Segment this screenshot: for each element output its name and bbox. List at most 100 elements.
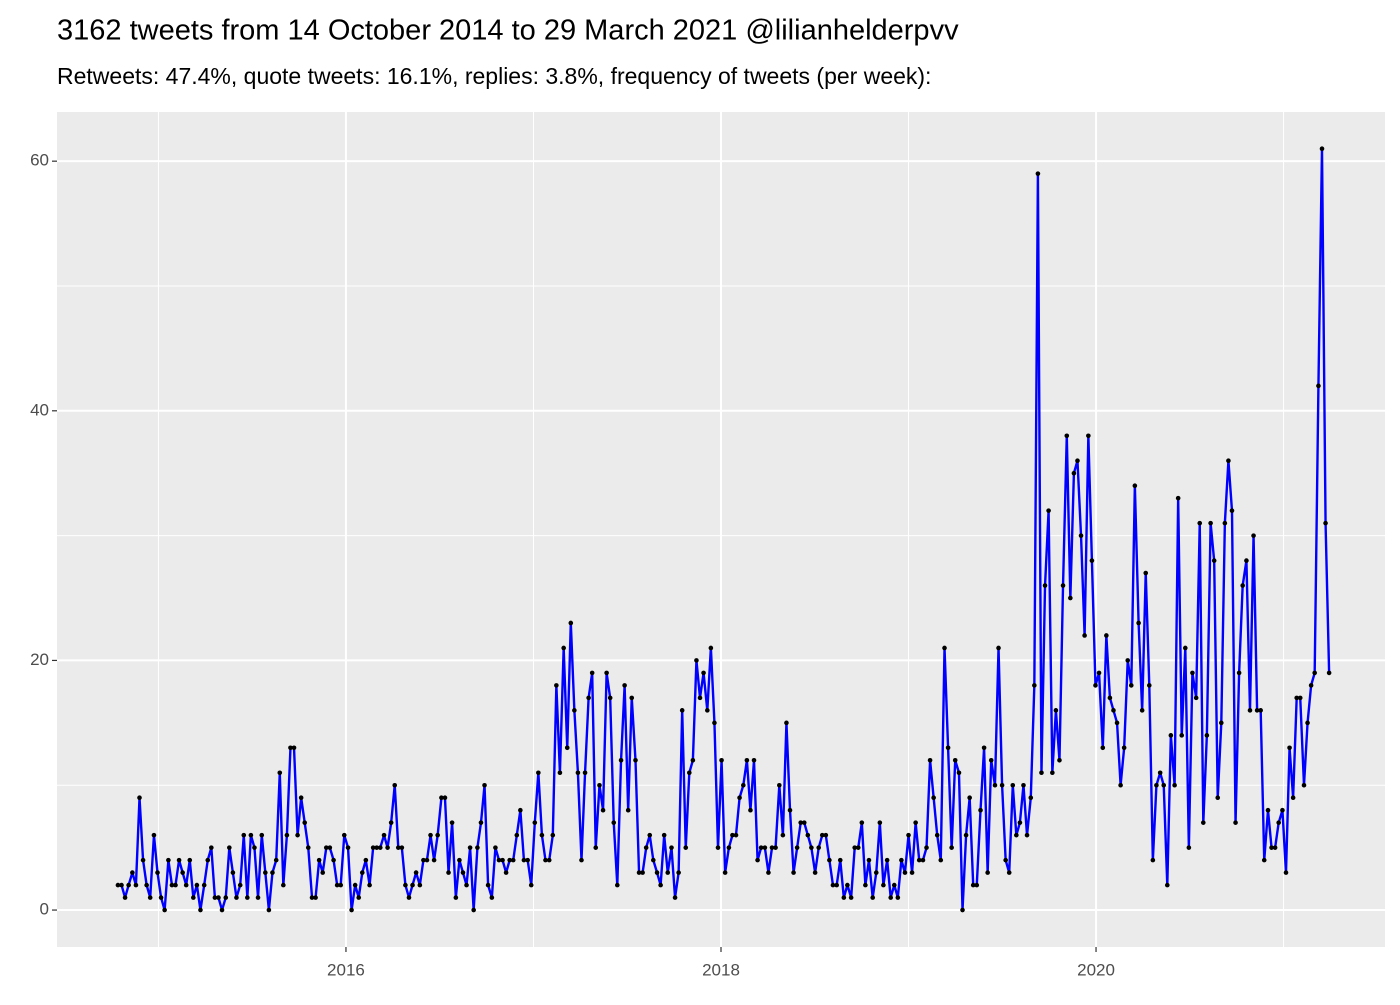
data-point: [395, 845, 401, 850]
data-point: [916, 857, 922, 863]
data-point: [733, 832, 739, 838]
data-point: [485, 882, 491, 888]
data-point: [963, 832, 969, 838]
data-point: [924, 845, 929, 850]
data-point: [604, 670, 609, 676]
data-point: [726, 845, 732, 850]
data-point: [1096, 670, 1102, 676]
data-point: [794, 845, 800, 850]
data-point: [1323, 520, 1328, 526]
data-point: [493, 845, 498, 850]
data-point: [554, 683, 559, 688]
data-point: [428, 832, 433, 838]
data-point: [528, 882, 534, 888]
data-point: [219, 907, 225, 913]
data-point: [1204, 733, 1210, 738]
data-point: [988, 757, 994, 763]
data-point: [1294, 695, 1299, 701]
data-point: [349, 907, 354, 913]
data-point: [658, 882, 663, 888]
data-point: [277, 770, 283, 776]
data-point: [137, 795, 142, 801]
data-point: [288, 745, 293, 751]
data-point: [712, 720, 717, 726]
y-tick-label: 60: [30, 151, 49, 170]
data-point: [176, 857, 182, 863]
data-point: [938, 857, 944, 863]
data-point: [410, 882, 415, 888]
data-point: [449, 820, 455, 825]
data-point: [133, 882, 139, 888]
data-point: [1283, 870, 1289, 875]
data-point: [956, 770, 962, 776]
data-point: [1017, 820, 1023, 825]
data-point: [970, 882, 976, 888]
data-point: [399, 845, 405, 850]
data-point: [981, 745, 987, 751]
data-point: [1039, 770, 1044, 776]
data-point: [1046, 508, 1051, 513]
data-point: [227, 845, 232, 850]
data-point: [730, 832, 735, 838]
data-point: [1280, 807, 1285, 813]
chart-title: 3162 tweets from 14 October 2014 to 29 M…: [57, 15, 959, 47]
data-point: [884, 857, 890, 863]
data-point: [748, 807, 753, 813]
data-point: [345, 845, 351, 850]
data-point: [1254, 708, 1260, 713]
data-point: [1042, 583, 1048, 588]
data-point: [952, 757, 958, 763]
data-point: [273, 857, 279, 863]
data-point: [1010, 782, 1016, 788]
data-point: [701, 670, 706, 676]
data-point: [1164, 882, 1170, 888]
data-point: [1244, 558, 1249, 563]
data-point: [1233, 820, 1238, 825]
data-point: [439, 795, 444, 801]
data-point: [697, 695, 703, 701]
data-point: [780, 832, 786, 838]
data-point: [453, 895, 459, 900]
data-point: [169, 882, 175, 888]
data-point: [1150, 857, 1156, 863]
data-point: [191, 895, 196, 900]
data-point: [934, 832, 940, 838]
data-point: [812, 870, 818, 875]
data-point: [805, 832, 811, 838]
data-point: [791, 870, 796, 875]
data-point: [741, 782, 746, 788]
data-point: [550, 832, 556, 838]
data-point: [543, 857, 548, 863]
data-point: [392, 782, 398, 788]
data-point: [866, 857, 872, 863]
data-point: [467, 845, 473, 850]
data-point: [1071, 470, 1077, 476]
data-point: [1064, 433, 1070, 439]
data-point: [618, 757, 624, 763]
data-point: [1132, 483, 1138, 488]
data-point: [144, 882, 149, 888]
data-point: [651, 857, 656, 863]
data-point: [1157, 770, 1163, 776]
data-point: [1093, 683, 1098, 688]
data-point: [1161, 782, 1167, 788]
data-point: [834, 882, 839, 888]
data-point: [367, 882, 372, 888]
data-point: [187, 857, 193, 863]
data-point: [773, 845, 778, 850]
data-point: [424, 857, 430, 863]
data-point: [252, 845, 257, 850]
data-point: [906, 832, 911, 838]
data-point: [464, 882, 469, 888]
data-point: [751, 757, 757, 763]
data-point: [766, 870, 771, 875]
data-point: [316, 857, 322, 863]
data-point: [377, 845, 383, 850]
data-point: [352, 882, 358, 888]
data-point: [1186, 845, 1192, 850]
data-point: [722, 870, 728, 875]
data-point: [845, 882, 850, 888]
data-point: [985, 870, 990, 875]
data-point: [327, 845, 333, 850]
data-point: [1114, 720, 1120, 726]
